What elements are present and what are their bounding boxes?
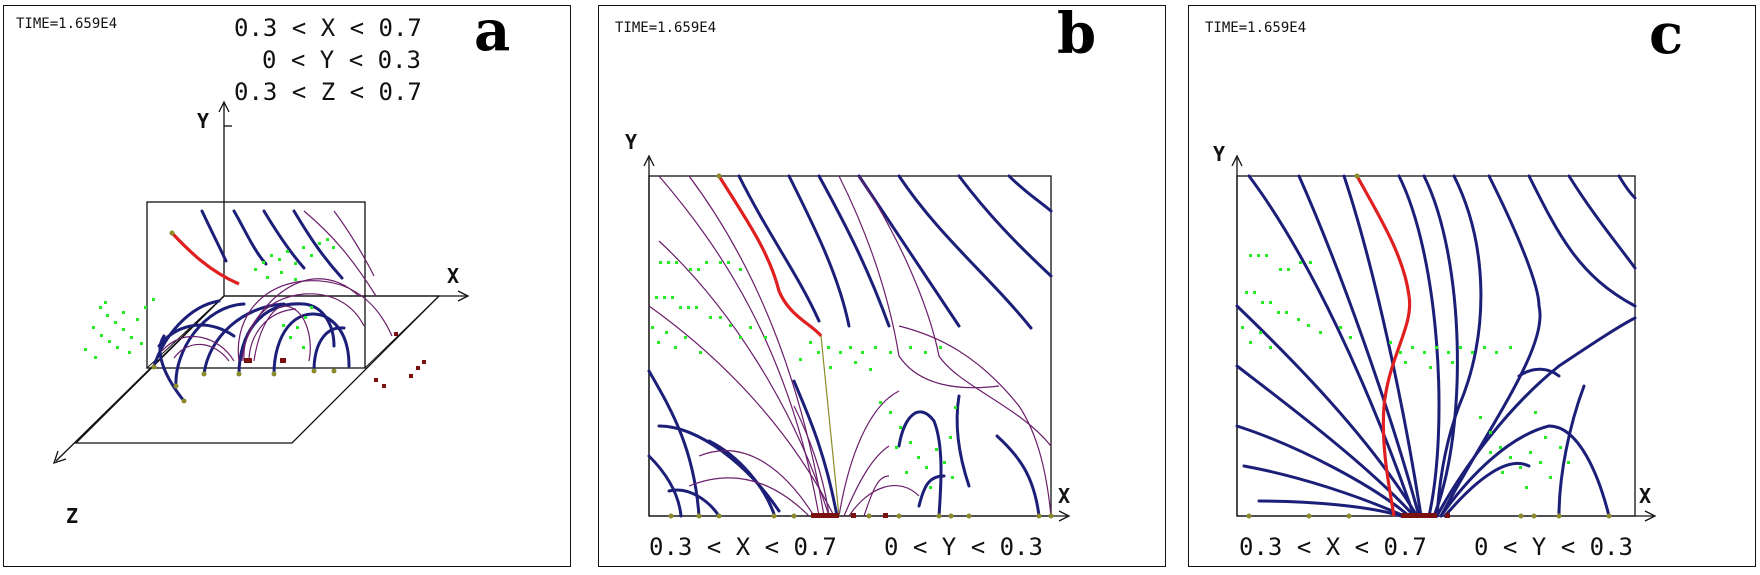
range-x: 0.3 < X < 0.7 xyxy=(234,14,422,42)
range-x: 0.3 < X < 0.7 xyxy=(1239,533,1427,561)
panel-letter: b xyxy=(1057,5,1097,67)
panel-c: TIME=1.659E4 c Y X 0.3 < X < 0.7 0 < Y <… xyxy=(1188,5,1756,567)
x-axis-arrow xyxy=(1058,510,1071,522)
highlight-line xyxy=(1355,175,1412,517)
range-y: 0 < Y < 0.3 xyxy=(262,46,421,74)
time-label: TIME=1.659E4 xyxy=(615,20,717,36)
axis-label-y: Y xyxy=(625,130,638,154)
dark-footpoints xyxy=(811,513,888,518)
range-z: 0.3 < Z < 0.7 xyxy=(234,78,422,106)
panel-b: TIME=1.659E4 b Y X 0.3 < X < 0.7 0 < Y <… xyxy=(598,5,1166,567)
footpoints xyxy=(151,230,337,404)
axis-label-z: Z xyxy=(66,504,79,528)
perspective-field-plot xyxy=(52,100,470,465)
y-axis-arrow xyxy=(1231,154,1243,167)
particles xyxy=(1241,254,1570,489)
x-axis-arrow xyxy=(1644,510,1657,522)
y-axis-arrow xyxy=(218,100,230,113)
thick-field-lines xyxy=(152,209,351,403)
particles xyxy=(651,261,957,489)
panel-letter: c xyxy=(1649,5,1684,67)
dark-footpoints xyxy=(244,332,426,388)
axis-label-y: Y xyxy=(197,109,210,133)
highlight-line xyxy=(717,175,823,338)
x-axis-arrow xyxy=(457,290,470,302)
y-axis-arrow xyxy=(643,154,655,167)
xy-field-plot xyxy=(1231,154,1657,522)
axis-label-y: Y xyxy=(1213,142,1226,166)
range-y: 0 < Y < 0.3 xyxy=(1474,533,1633,561)
axis-label-x: X xyxy=(447,264,460,288)
panel-letter: a xyxy=(474,5,511,64)
time-label: TIME=1.659E4 xyxy=(1205,20,1307,36)
floor-plane xyxy=(74,295,441,444)
highlight-line xyxy=(170,231,240,286)
vertical-plane xyxy=(146,201,366,369)
time-label: TIME=1.659E4 xyxy=(16,16,118,32)
xy-field-plot xyxy=(643,154,1071,522)
thin-field-lines xyxy=(648,175,1052,517)
thin-field-lines xyxy=(161,210,393,362)
footpoints xyxy=(668,173,1054,519)
dark-footpoints xyxy=(1401,513,1450,518)
thick-field-lines xyxy=(647,174,1053,518)
particles xyxy=(84,238,335,359)
axis-label-x: X xyxy=(1639,484,1652,508)
panel-a: TIME=1.659E4 a 0.3 < X < 0.7 0 < Y < 0.3… xyxy=(3,5,571,567)
axis-label-x: X xyxy=(1058,484,1071,508)
z-axis-arrow xyxy=(52,450,67,465)
range-x: 0.3 < X < 0.7 xyxy=(649,533,837,561)
thick-field-lines xyxy=(1235,174,1637,518)
footpoints xyxy=(1246,173,1612,519)
range-y: 0 < Y < 0.3 xyxy=(884,533,1043,561)
footpoint-trace xyxy=(820,335,840,517)
